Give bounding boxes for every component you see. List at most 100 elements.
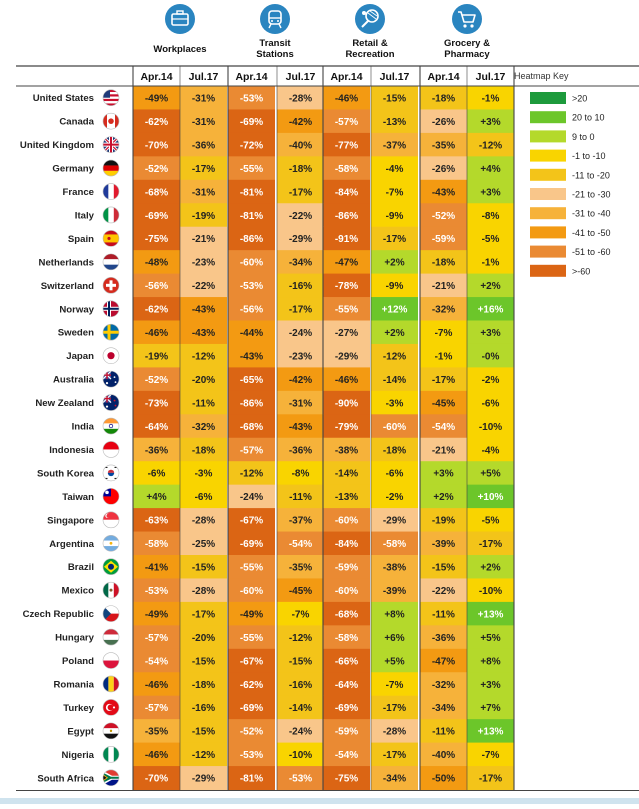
cell-value: -21% bbox=[432, 445, 455, 456]
cell-value: +3% bbox=[480, 117, 500, 128]
cell-value: -11% bbox=[289, 492, 312, 503]
legend-label: >20 bbox=[572, 94, 587, 104]
heatmap-cell bbox=[180, 273, 227, 298]
south-korea-flag-icon bbox=[102, 464, 120, 482]
heatmap-cell bbox=[467, 203, 514, 228]
cell-value: -84% bbox=[335, 539, 358, 550]
country-label: Nigeria bbox=[61, 750, 94, 761]
cell-value: +5% bbox=[384, 656, 404, 667]
heatmap-cell bbox=[467, 742, 514, 767]
heatmap-cell bbox=[228, 367, 275, 392]
heatmap-cell bbox=[420, 226, 467, 251]
cell-value: -66% bbox=[335, 656, 358, 667]
cell-value: -54% bbox=[289, 539, 312, 550]
heatmap-cell bbox=[371, 742, 418, 767]
heatmap-cell bbox=[420, 461, 467, 486]
cell-value: -29% bbox=[383, 516, 406, 527]
heatmap-cell bbox=[277, 461, 324, 486]
country-label: France bbox=[63, 187, 94, 198]
cell-value: -31% bbox=[192, 94, 215, 105]
cell-value: -29% bbox=[192, 774, 215, 785]
cell-value: -10% bbox=[479, 422, 502, 433]
heatmap-cell bbox=[180, 250, 227, 275]
cell-value: -34% bbox=[383, 774, 406, 785]
heatmap-cell bbox=[180, 766, 227, 791]
cell-value: -28% bbox=[192, 586, 215, 597]
period-header: Jul.17 bbox=[286, 71, 316, 83]
cell-value: -6% bbox=[148, 469, 166, 480]
cell-value: -46% bbox=[335, 94, 358, 105]
heatmap-cell bbox=[371, 179, 418, 204]
country-label: Netherlands bbox=[39, 257, 94, 268]
cell-value: -55% bbox=[240, 563, 263, 574]
heatmap-cell bbox=[133, 132, 180, 157]
heatmap-cell bbox=[180, 179, 227, 204]
country-label: Canada bbox=[59, 117, 94, 128]
cell-value: +8% bbox=[480, 656, 500, 667]
heatmap-cell bbox=[133, 766, 180, 791]
egypt-flag-icon bbox=[102, 722, 120, 740]
heatmap-cell bbox=[467, 695, 514, 720]
cell-value: -52% bbox=[432, 211, 455, 222]
cell-value: -11% bbox=[432, 609, 455, 620]
cell-value: +13% bbox=[478, 727, 504, 738]
heatmap-cell bbox=[180, 132, 227, 157]
cell-value: -73% bbox=[145, 398, 168, 409]
cell-value: -7% bbox=[435, 328, 453, 339]
heatmap-cell bbox=[133, 461, 180, 486]
cell-value: -68% bbox=[145, 187, 168, 198]
cell-value: -26% bbox=[432, 164, 455, 175]
heatmap-cell bbox=[180, 578, 227, 603]
cell-value: -32% bbox=[432, 680, 455, 691]
legend-swatch bbox=[530, 149, 566, 162]
cell-value: -7% bbox=[386, 680, 404, 691]
period-header: Jul.17 bbox=[380, 71, 410, 83]
cell-value: -64% bbox=[335, 680, 358, 691]
heatmap-cell bbox=[467, 531, 514, 556]
cell-value: -5% bbox=[482, 234, 500, 245]
cell-value: -46% bbox=[145, 750, 168, 761]
heatmap-cell bbox=[371, 343, 418, 368]
heatmap-cell bbox=[323, 156, 370, 181]
cell-value: -57% bbox=[240, 445, 263, 456]
cell-value: -36% bbox=[192, 140, 215, 151]
heatmap-cell bbox=[228, 273, 275, 298]
cell-value: -3% bbox=[386, 398, 404, 409]
heatmap-cell bbox=[323, 461, 370, 486]
heatmap-cell bbox=[277, 578, 324, 603]
cart-icon bbox=[452, 4, 482, 34]
cell-value: -43% bbox=[289, 422, 312, 433]
brazil-flag-icon bbox=[102, 558, 120, 576]
cell-value: +10% bbox=[478, 492, 504, 503]
heatmap-cell bbox=[467, 297, 514, 322]
cell-value: -90% bbox=[335, 398, 358, 409]
cell-value: -4% bbox=[482, 445, 500, 456]
heatmap-cell bbox=[228, 343, 275, 368]
heatmap-cell bbox=[277, 109, 324, 134]
period-header: Apr.14 bbox=[140, 71, 172, 83]
heatmap-cell bbox=[323, 132, 370, 157]
heatmap-cell bbox=[180, 367, 227, 392]
heatmap-cell bbox=[420, 132, 467, 157]
heatmap-cell bbox=[277, 273, 324, 298]
canada-flag-icon bbox=[102, 112, 120, 130]
cell-value: -23% bbox=[289, 351, 312, 362]
cell-value: +3% bbox=[433, 469, 453, 480]
india-flag-icon bbox=[102, 417, 120, 435]
cell-value: -59% bbox=[432, 234, 455, 245]
heatmap-cell bbox=[371, 601, 418, 626]
heatmap-cell bbox=[180, 437, 227, 462]
legend-swatch bbox=[530, 264, 566, 277]
country-label: Japan bbox=[66, 351, 94, 362]
heatmap-cell bbox=[420, 273, 467, 298]
heatmap-cell bbox=[323, 742, 370, 767]
cell-value: -0% bbox=[482, 351, 500, 362]
cell-value: -25% bbox=[192, 539, 215, 550]
heatmap-cell bbox=[323, 109, 370, 134]
heatmap-cell bbox=[228, 390, 275, 415]
cell-value: -60% bbox=[335, 516, 358, 527]
heatmap-cell bbox=[467, 719, 514, 744]
country-label: Singapore bbox=[47, 515, 94, 526]
cell-value: -91% bbox=[335, 234, 358, 245]
heatmap-cell bbox=[323, 695, 370, 720]
